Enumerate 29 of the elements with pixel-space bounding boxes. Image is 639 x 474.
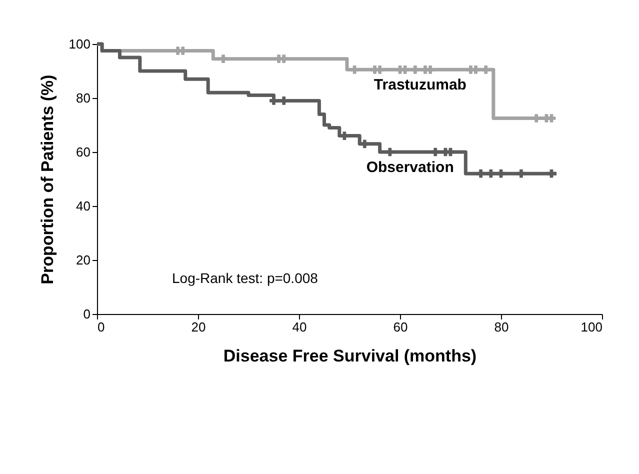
x-axis-title: Disease Free Survival (months): [223, 346, 477, 366]
point: [486, 169, 496, 178]
point: [496, 169, 506, 178]
x-tick-label: 0: [98, 320, 105, 334]
x-tick-label: 20: [191, 320, 206, 334]
point: [386, 148, 394, 156]
x-tick-label: 60: [393, 320, 408, 334]
y-tick-label: 80: [76, 90, 90, 106]
y-tick-label: 100: [68, 36, 90, 52]
x-tick-label: 40: [292, 320, 307, 334]
point: [482, 65, 490, 74]
point: [476, 169, 485, 178]
y-tick-label: 0: [83, 306, 90, 322]
y-axis-title: Proportion of Patients (%): [38, 74, 57, 284]
annotation: Log-Rank test: p=0.008: [172, 270, 318, 286]
annotation: Observation: [366, 159, 454, 176]
y-tick-label: 20: [76, 252, 90, 268]
point: [360, 140, 369, 148]
x-tick-label: 80: [494, 320, 509, 334]
x-tick-label: 100: [580, 320, 602, 334]
point: [219, 54, 228, 64]
point: [431, 148, 440, 156]
point: [350, 65, 359, 74]
point: [547, 169, 556, 178]
point: [517, 169, 526, 178]
y-tick-label: 60: [76, 144, 90, 160]
point: [410, 65, 420, 74]
annotation: Trastuzumab: [374, 76, 466, 94]
y-tick-label: 40: [76, 198, 90, 214]
